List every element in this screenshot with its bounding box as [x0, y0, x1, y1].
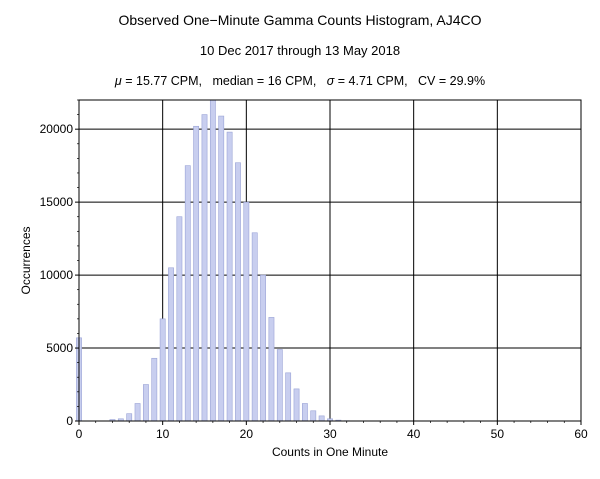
x-axis-label: Counts in One Minute	[272, 445, 388, 459]
histogram-bar	[143, 384, 149, 422]
histogram-bar	[226, 131, 233, 422]
histogram-bar	[176, 216, 183, 422]
y-tick-label: 10000	[40, 268, 74, 282]
y-axis-label: Occurrences	[19, 226, 33, 294]
y-tick-label: 15000	[40, 195, 74, 209]
histogram-bar	[159, 318, 166, 422]
histogram-bar	[251, 232, 258, 422]
histogram-bar	[243, 201, 250, 422]
chart-stats: μ = 15.77 CPM, median = 16 CPM, σ = 4.71…	[0, 74, 600, 88]
histogram-bar	[285, 372, 292, 422]
histogram-bars	[76, 99, 350, 422]
x-tick-label: 10	[156, 427, 170, 441]
histogram-bar	[293, 388, 300, 422]
x-tick-label: 0	[76, 427, 83, 441]
histogram-bar	[218, 115, 225, 422]
histogram-bar	[235, 162, 241, 422]
histogram-bar	[134, 403, 141, 422]
x-tick-label: 60	[574, 427, 588, 441]
histogram-bar	[151, 357, 158, 422]
chart-title: Observed One−Minute Gamma Counts Histogr…	[118, 12, 482, 28]
histogram-bar	[126, 413, 133, 422]
histogram-bar	[268, 317, 275, 422]
histogram-bar	[201, 114, 208, 422]
y-tick-label: 5000	[46, 341, 73, 355]
y-tick-label: 0	[66, 414, 73, 428]
y-tick-label: 20000	[40, 122, 74, 136]
axis-ticks: 0 10 20 30 40 50 60 0 5000 10000 15000 20000	[40, 99, 588, 441]
x-tick-label: 50	[491, 427, 505, 441]
histogram-bar	[168, 267, 174, 422]
sigma-stats-text: = 4.71 CPM, CV = 29.9%	[334, 74, 486, 88]
histogram-bar	[276, 349, 283, 422]
histogram-bar	[260, 274, 266, 422]
chart-subtitle: 10 Dec 2017 through 13 May 2018	[199, 43, 401, 58]
histogram-bar	[193, 125, 200, 422]
x-tick-label: 20	[240, 427, 254, 441]
histogram-bar	[302, 403, 308, 422]
histogram-bar	[310, 410, 317, 422]
x-tick-label: 40	[407, 427, 421, 441]
histogram-bar	[184, 165, 191, 422]
mu-symbol: μ	[114, 74, 122, 88]
mu-stats-text: = 15.77 CPM, median = 16 CPM,	[121, 74, 327, 88]
histogram-bar	[318, 415, 325, 422]
sigma-symbol: σ	[326, 74, 335, 88]
histogram-bar	[209, 99, 216, 422]
x-tick-label: 30	[323, 427, 337, 441]
